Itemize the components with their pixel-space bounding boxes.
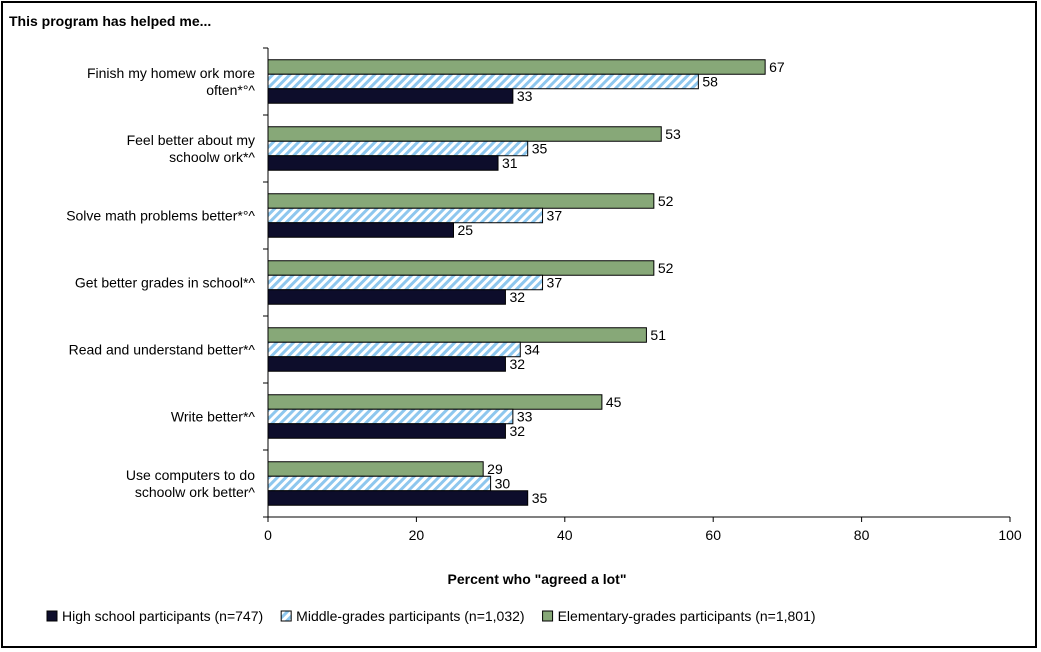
category-label-line: Write better*^ — [171, 409, 256, 425]
bar — [267, 260, 655, 276]
category-label: Write better*^ — [171, 409, 256, 425]
data-label: 67 — [769, 59, 785, 75]
data-label: 52 — [658, 260, 674, 276]
category-label-line: Get better grades in school*^ — [75, 275, 256, 291]
data-label: 53 — [665, 126, 681, 142]
category-label: Feel better about my schoolw ork*^ — [127, 132, 256, 165]
category-label: Use computers to do schoolw ork better^ — [126, 467, 256, 500]
legend-label: High school participants (n=747) — [62, 608, 263, 624]
bar — [267, 423, 506, 439]
x-axis-label: Percent who "agreed a lot" — [448, 571, 627, 587]
bar — [267, 73, 699, 90]
bar — [267, 59, 766, 75]
data-label: 30 — [495, 476, 511, 492]
x-tick-label: 100 — [998, 527, 1022, 543]
legend: High school participants (n=747) Middle-g… — [46, 608, 816, 624]
data-label: 32 — [509, 423, 525, 439]
legend-label: Elementary-grades participants (n=1,801) — [558, 608, 816, 624]
data-label: 32 — [509, 356, 525, 372]
data-label: 37 — [547, 275, 563, 291]
bar — [267, 207, 544, 224]
bar — [267, 356, 506, 372]
bar — [267, 88, 514, 104]
bar — [267, 408, 514, 425]
bar — [267, 193, 655, 209]
data-label: 52 — [658, 193, 674, 209]
category-label-line: Solve math problems better*°^ — [66, 208, 255, 224]
data-label: 32 — [509, 289, 525, 305]
data-label: 37 — [547, 208, 563, 224]
legend-swatch — [280, 610, 292, 622]
legend-label: Middle-grades participants (n=1,032) — [296, 608, 524, 624]
bar — [267, 126, 662, 142]
bar — [267, 274, 544, 291]
x-tick-label: 40 — [557, 527, 573, 543]
data-label: 31 — [502, 155, 518, 171]
bar — [267, 289, 506, 305]
category-label-line: often*°^ — [206, 82, 255, 98]
data-label: 45 — [606, 394, 622, 410]
bar — [267, 461, 484, 477]
bar — [267, 394, 603, 410]
bar — [267, 341, 521, 358]
category-label: Solve math problems better*°^ — [66, 208, 255, 224]
data-label: 51 — [650, 327, 666, 343]
x-tick-label: 80 — [854, 527, 870, 543]
legend-swatch — [46, 610, 58, 622]
bar — [267, 475, 492, 492]
data-label: 33 — [517, 88, 533, 104]
data-label: 35 — [532, 141, 548, 157]
category-label: Read and understand better*^ — [69, 342, 256, 358]
bar — [267, 155, 499, 171]
category-label: Finish my homew ork more often*°^ — [87, 65, 255, 98]
bar — [267, 327, 647, 343]
category-label: Get better grades in school*^ — [75, 275, 256, 291]
category-label-line: schoolw ork better^ — [135, 484, 256, 500]
data-label: 58 — [702, 74, 718, 90]
data-label: 34 — [524, 342, 540, 358]
data-label: 29 — [487, 461, 503, 477]
legend-swatch — [542, 610, 554, 622]
category-label-line: Feel better about my — [127, 132, 255, 148]
bar — [267, 140, 529, 157]
bar — [267, 490, 529, 506]
chart-title: This program has helped me... — [9, 13, 211, 29]
category-label-line: Use computers to do — [126, 467, 255, 483]
data-label: 33 — [517, 409, 533, 425]
bar-chart: This program has helped me... 67 58 33 53 35… — [9, 13, 1022, 624]
data-label: 35 — [532, 490, 548, 506]
category-label-line: schoolw ork*^ — [169, 149, 255, 165]
category-label-line: Read and understand better*^ — [69, 342, 256, 358]
axis-layer: Finish my homew ork more often*°^ Feel bet… — [66, 47, 1022, 543]
bars-layer: 6758335335315237255237325134324533322930… — [267, 59, 785, 506]
category-label-line: Finish my homew ork more — [87, 65, 255, 81]
bar — [267, 222, 454, 238]
x-tick-label: 60 — [705, 527, 721, 543]
x-tick-label: 20 — [409, 527, 425, 543]
x-tick-label: 0 — [264, 527, 272, 543]
data-label: 25 — [458, 222, 474, 238]
